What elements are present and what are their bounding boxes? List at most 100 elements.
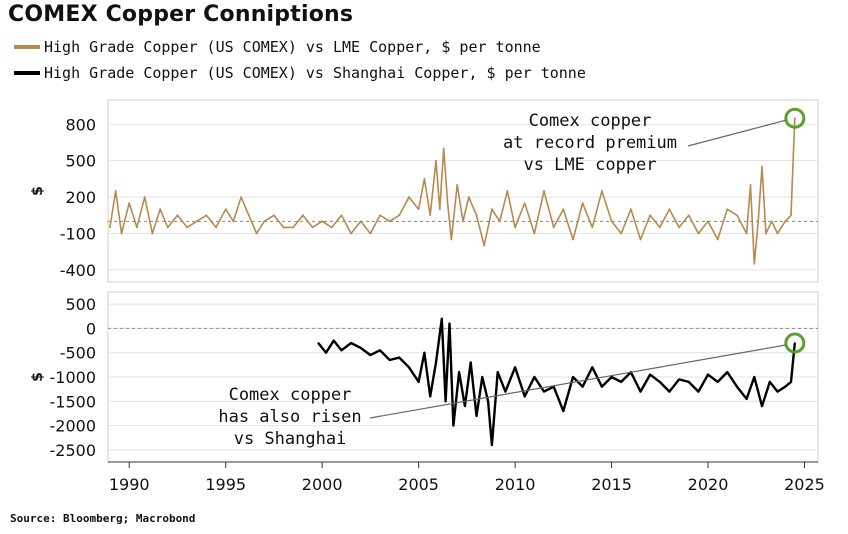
- bottom-series-point: [687, 380, 690, 383]
- top-y-tick-label: -100: [60, 224, 96, 243]
- bottom-series-point: [429, 395, 432, 398]
- top-series-point: [707, 220, 709, 223]
- bottom-series-point: [469, 361, 472, 364]
- bottom-series-point: [379, 349, 381, 352]
- top-series-point: [255, 232, 258, 235]
- bottom-series-point: [793, 342, 796, 344]
- top-series-point: [697, 232, 700, 235]
- bottom-series-point: [581, 385, 584, 388]
- bottom-series-line: [317, 317, 796, 447]
- x-tick-label: 2005: [398, 475, 439, 494]
- top-series-point: [649, 214, 652, 217]
- legend-label-shanghai: High Grade Copper (US COMEX) vs Shanghai…: [44, 64, 586, 82]
- bottom-series-point: [458, 371, 461, 374]
- bottom-series-point: [504, 390, 507, 393]
- top-series-point: [417, 208, 420, 211]
- bottom-series-point: [591, 366, 594, 369]
- x-tick-label: 2000: [302, 475, 343, 494]
- top-series-point: [195, 220, 198, 223]
- top-series-point: [601, 190, 603, 192]
- top-series-point: [753, 262, 756, 265]
- top-series-point: [166, 226, 169, 229]
- top-series-point: [224, 208, 227, 211]
- top-series-point: [506, 190, 509, 192]
- bottom-series-point: [448, 322, 451, 325]
- bottom-series-point: [658, 380, 661, 383]
- x-tick-label: 2015: [591, 475, 632, 494]
- bottom-series-point: [481, 376, 484, 378]
- top-series-point: [757, 220, 760, 223]
- top-series-point: [240, 196, 243, 198]
- top-series-point: [552, 226, 555, 229]
- bottom-series-point: [761, 405, 763, 408]
- top-series-point: [467, 196, 470, 198]
- top-series-point: [109, 226, 111, 229]
- top-series-point: [114, 190, 117, 192]
- bottom-y-tick-label: -2500: [50, 441, 97, 460]
- top-series-point: [793, 117, 796, 120]
- top-series-point: [388, 220, 391, 223]
- bottom-series-point: [572, 376, 574, 378]
- x-tick-label: 2025: [784, 475, 825, 494]
- top-series-point: [423, 177, 426, 180]
- top-series-point: [311, 226, 314, 229]
- top-series-point: [136, 226, 138, 229]
- bottom-series-point: [452, 424, 455, 427]
- top-series-point: [533, 232, 536, 235]
- top-series-point: [301, 214, 304, 217]
- bottom-series-point: [776, 390, 779, 393]
- top-series-point: [491, 208, 493, 211]
- top-series-point: [749, 184, 752, 186]
- top-series-point: [523, 202, 526, 205]
- top-series-point: [330, 226, 333, 229]
- top-series-point: [572, 238, 574, 241]
- top-series-point: [543, 190, 545, 192]
- top-series-point: [456, 184, 459, 186]
- bottom-series-point: [707, 373, 709, 376]
- bottom-series-point: [423, 351, 426, 354]
- top-series-point: [629, 208, 632, 211]
- top-series-point: [475, 214, 478, 217]
- top-series-point: [247, 214, 250, 217]
- top-series-point: [186, 226, 189, 229]
- bottom-series-point: [790, 380, 792, 383]
- bottom-series-point: [388, 359, 391, 361]
- top-series-point: [143, 196, 146, 198]
- bottom-series-point: [736, 385, 738, 388]
- top-series-point: [450, 238, 453, 241]
- top-series-point: [514, 226, 516, 229]
- bottom-y-tick-label: -1000: [50, 368, 97, 387]
- bottom-series-point: [726, 371, 729, 374]
- top-series-point: [379, 214, 381, 217]
- top-y-tick-label: -400: [60, 261, 96, 280]
- bottom-series-point: [649, 373, 652, 376]
- bottom-series-point: [753, 376, 756, 378]
- legend-item-shanghai: High Grade Copper (US COMEX) vs Shanghai…: [14, 64, 586, 82]
- bottom-series-point: [464, 405, 466, 408]
- bottom-series-point: [768, 380, 771, 383]
- bottom-y-tick-label: -1500: [50, 392, 97, 411]
- bottom-series-point: [487, 400, 489, 403]
- top-series-point: [658, 226, 661, 229]
- top-series-point: [581, 202, 584, 205]
- bottom-series-point: [435, 361, 437, 364]
- top-series-point: [678, 226, 680, 229]
- bottom-series-point: [444, 400, 447, 403]
- bottom-y-tick-label: -2000: [50, 417, 97, 436]
- top-series-point: [446, 202, 449, 205]
- top-series-point: [176, 214, 179, 217]
- top-series-point: [398, 214, 401, 217]
- x-tick-label: 1990: [109, 475, 150, 494]
- bottom-panel: 500 0 -500 -1000 -1500 -2000 -2500 $ Comex coppe…: [30, 291, 819, 463]
- bottom-series-point: [784, 385, 787, 388]
- bottom-series-point: [601, 385, 603, 388]
- bottom-series-point: [620, 380, 623, 383]
- top-series-point: [350, 232, 352, 235]
- top-series-point: [205, 214, 208, 217]
- top-series-line: [109, 118, 796, 265]
- bottom-series-point: [369, 354, 372, 357]
- bottom-series-point: [523, 395, 526, 398]
- top-series-point: [273, 214, 275, 217]
- top-series-point: [369, 232, 372, 235]
- bottom-series-point: [514, 366, 516, 369]
